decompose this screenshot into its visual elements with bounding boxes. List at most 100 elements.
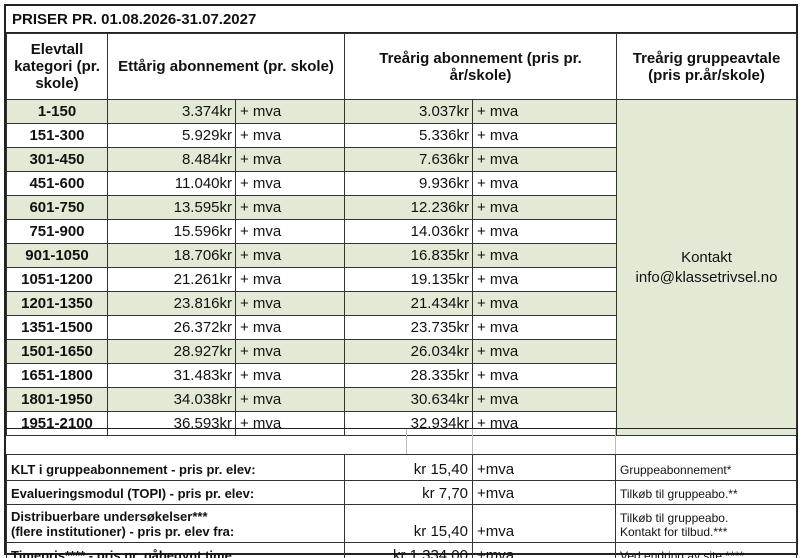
extras-note-line: Kontakt for tilbud.***	[620, 525, 728, 539]
category-cell: 1201-1350	[6, 291, 108, 316]
extras-note: Gruppeabonnement*	[615, 454, 797, 481]
category-cell: 1051-1200	[6, 267, 108, 292]
one-year-price: 28.927kr	[107, 339, 236, 364]
header-category: Elevtall kategori (pr. skole)	[6, 33, 108, 100]
extras-amount: kr 1.334,00	[344, 542, 473, 558]
three-year-mva: + mva	[471, 267, 618, 292]
three-year-price: 16.835kr	[344, 243, 473, 268]
three-year-price: 19.135kr	[344, 267, 473, 292]
header-one-year: Ettårig abonnement (pr. skole)	[107, 33, 345, 100]
three-year-price: 3.037kr	[344, 99, 473, 124]
extras-row: KLT i gruppeabonnement - pris pr. elev: k…	[6, 454, 797, 481]
three-year-mva: + mva	[471, 411, 618, 436]
category-cell: 751-900	[6, 219, 108, 244]
extras-table: KLT i gruppeabonnement - pris pr. elev: k…	[6, 454, 797, 558]
extras-label-line: Distribuerbare undersøkelser***	[11, 509, 208, 524]
one-year-mva: + mva	[235, 411, 345, 436]
divider	[472, 429, 473, 455]
one-year-price: 13.595kr	[107, 195, 236, 220]
table-row: 1351-1500 26.372kr + mva 23.735kr + mva	[6, 315, 797, 340]
one-year-price: 15.596kr	[107, 219, 236, 244]
one-year-price: 31.483kr	[107, 363, 236, 388]
three-year-mva: + mva	[471, 219, 618, 244]
three-year-mva: + mva	[471, 315, 618, 340]
table-row: 301-450 8.484kr + mva 7.636kr + mva	[6, 147, 797, 172]
category-cell: 1651-1800	[6, 363, 108, 388]
extras-row: Distribuerbare undersøkelser*** (flere in…	[6, 504, 797, 543]
extras-label-line: (flere institutioner) - pris pr. elev fr…	[11, 524, 235, 539]
three-year-price: 23.735kr	[344, 315, 473, 340]
extras-amount: kr 7,70	[344, 480, 473, 505]
extras-mva: +mva	[472, 480, 616, 505]
one-year-mva: + mva	[235, 171, 345, 196]
category-cell: 151-300	[6, 123, 108, 148]
three-year-price: 9.936kr	[344, 171, 473, 196]
table-row: 751-900 15.596kr + mva 14.036kr + mva	[6, 219, 797, 244]
page-title: PRISER PR. 01.08.2026-31.07.2027	[6, 6, 796, 33]
one-year-mva: + mva	[235, 243, 345, 268]
extras-label-line: KLT i gruppeabonnement - pris pr. elev:	[11, 462, 256, 477]
one-year-price: 26.372kr	[107, 315, 236, 340]
one-year-mva: + mva	[235, 123, 345, 148]
contact-label: Kontakt	[681, 248, 732, 266]
one-year-mva: + mva	[235, 339, 345, 364]
category-cell: 901-1050	[6, 243, 108, 268]
group-contact-cell: Kontakt info@klassetrivsel.no	[616, 99, 798, 436]
extras-mva: +mva	[472, 454, 616, 481]
three-year-price: 26.034kr	[344, 339, 473, 364]
three-year-price: 14.036kr	[344, 219, 473, 244]
extras-label: Distribuerbare undersøkelser*** (flere in…	[6, 504, 345, 543]
header-row: Elevtall kategori (pr. skole) Ettårig ab…	[6, 33, 798, 100]
one-year-price: 8.484kr	[107, 147, 236, 172]
three-year-mva: + mva	[471, 387, 618, 412]
one-year-mva: + mva	[235, 219, 345, 244]
three-year-price: 12.236kr	[344, 195, 473, 220]
one-year-mva: + mva	[235, 99, 345, 124]
category-cell: 451-600	[6, 171, 108, 196]
three-year-mva: + mva	[471, 123, 618, 148]
table-row: 451-600 11.040kr + mva 9.936kr + mva	[6, 171, 797, 196]
three-year-price: 21.434kr	[344, 291, 473, 316]
price-table: Elevtall kategori (pr. skole) Ettårig ab…	[6, 33, 798, 436]
table-row: 1-150 3.374kr + mva 3.037kr + mva Kontakt info…	[6, 99, 798, 436]
header-group: Treårig gruppeavtale (pris pr.år/skole)	[616, 33, 798, 100]
extras-mva: +mva	[472, 504, 616, 543]
three-year-price: 7.636kr	[344, 147, 473, 172]
category-cell: 1951-2100	[6, 411, 108, 436]
one-year-mva: + mva	[235, 195, 345, 220]
extras-label-line: Evalueringsmodul (TOPI) - pris pr. elev:	[11, 486, 255, 501]
three-year-price: 28.335kr	[344, 363, 473, 388]
table-row: 1201-1350 23.816kr + mva 21.434kr + mva	[6, 291, 797, 316]
extras-note: Ved endring av site.****	[615, 542, 797, 558]
table-row: 1801-1950 34.038kr + mva 30.634kr + mva	[6, 387, 797, 412]
extras-note-line: Gruppeabonnement*	[620, 463, 732, 477]
extras-label: KLT i gruppeabonnement - pris pr. elev:	[6, 454, 345, 481]
extras-note-line: Ved endring av site.****	[620, 549, 745, 558]
category-cell: 1351-1500	[6, 315, 108, 340]
one-year-price: 34.038kr	[107, 387, 236, 412]
extras-label: Timepris**** - pris pr. påbegynt time	[6, 542, 345, 558]
category-cell: 1-150	[6, 99, 108, 124]
table-row: 901-1050 18.706kr + mva 16.835kr + mva	[6, 243, 797, 268]
one-year-price: 11.040kr	[107, 171, 236, 196]
header-three-year: Treårig abonnement (pris pr. år/skole)	[343, 33, 618, 100]
three-year-mva: + mva	[471, 195, 618, 220]
one-year-price: 5.929kr	[107, 123, 236, 148]
one-year-mva: + mva	[235, 267, 345, 292]
extras-row: Timepris**** - pris pr. påbegynt time kr …	[6, 542, 797, 558]
extras-row: Evalueringsmodul (TOPI) - pris pr. elev:…	[6, 480, 797, 505]
extras-mva: +mva	[472, 542, 616, 558]
three-year-mva: + mva	[471, 243, 618, 268]
three-year-mva: + mva	[471, 363, 618, 388]
spacer-row	[6, 428, 796, 455]
one-year-price: 21.261kr	[107, 267, 236, 292]
table-row: 1051-1200 21.261kr + mva 19.135kr + mva	[6, 267, 797, 292]
extras-note: Tilkøb til gruppeabo.**	[615, 480, 797, 505]
divider	[615, 429, 616, 455]
three-year-mva: + mva	[471, 147, 618, 172]
extras-note-line: Tilkøb til gruppeabo.**	[620, 487, 738, 501]
divider	[406, 429, 407, 455]
category-cell: 1801-1950	[6, 387, 108, 412]
extras-label-line: Timepris**** - pris pr. påbegynt time	[11, 548, 232, 558]
price-sheet: PRISER PR. 01.08.2026-31.07.2027 Elevtal…	[4, 4, 798, 558]
